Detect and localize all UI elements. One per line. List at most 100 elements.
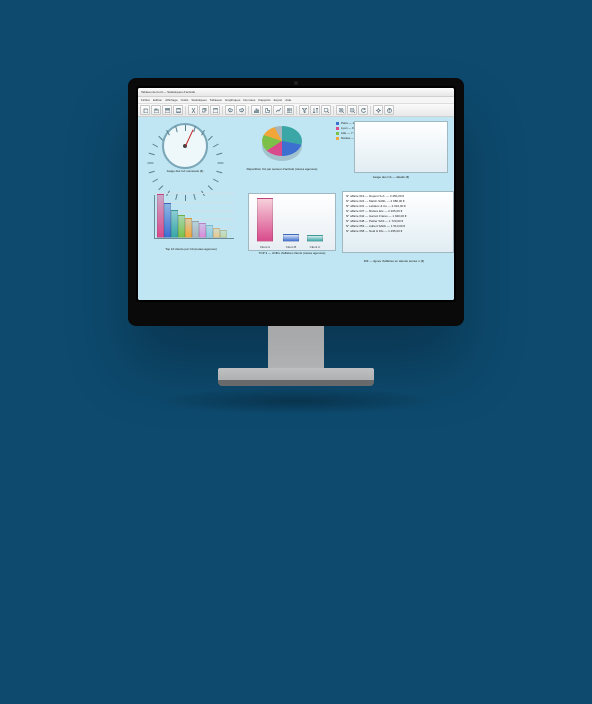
menu-item-outils[interactable]: Outils: [181, 98, 189, 102]
list-caption: RIF — lignes d'affaires en attente année…: [342, 259, 446, 263]
toolbar-separator: [185, 106, 186, 115]
menu-item-export[interactable]: Export: [274, 98, 283, 102]
gauge-tick: [152, 144, 158, 148]
list-frame: N° affaire 019 — Dupont S.A. — 3 450,00 …: [342, 191, 454, 253]
table-icon: [287, 108, 292, 113]
toolbar-separator: [296, 106, 297, 115]
print-button[interactable]: [173, 105, 183, 115]
menu-item-edition[interactable]: Edition: [153, 98, 162, 102]
stage: Tableau de bord — Statistiques d'activit…: [0, 0, 592, 704]
panel-col3: Client AClient BClient C TOP 3 — chiffre…: [246, 191, 338, 263]
col-bar: [307, 235, 323, 242]
bar: [171, 210, 178, 238]
bar-gridline: [155, 193, 234, 194]
menu-item-données[interactable]: Données: [243, 98, 255, 102]
zoom-in-icon: [339, 108, 344, 113]
table-button[interactable]: [284, 105, 294, 115]
menu-item-rapports[interactable]: Rapports: [258, 98, 270, 102]
col-label: Client B: [281, 245, 301, 249]
col-bar: [257, 198, 273, 242]
toolbar-separator: [222, 106, 223, 115]
bar-chart: [146, 193, 236, 247]
col-chart: Client AClient BClient C: [248, 193, 336, 251]
undo-button[interactable]: [225, 105, 235, 115]
chart-line-button[interactable]: [273, 105, 283, 115]
legend-swatch: [336, 127, 339, 130]
sort-button[interactable]: [310, 105, 320, 115]
toolbar-separator: [370, 106, 371, 115]
bar: [192, 221, 199, 238]
panel-list: N° affaire 019 — Dupont S.A. — 3 450,00 …: [342, 191, 446, 263]
filter-button[interactable]: [299, 105, 309, 115]
workspace: Jauge des CA mensuels (€) Répartition CA…: [138, 117, 454, 300]
toolbar[interactable]: [138, 104, 454, 117]
settings-icon: [376, 108, 381, 113]
bar: [199, 223, 206, 238]
list-line: N° affaire 058 — Noël & Fils — 1 295,00 …: [346, 229, 450, 234]
gauge-tick: [208, 185, 213, 190]
menu-item-tableaux[interactable]: Tableaux: [210, 98, 222, 102]
panel-pie: Répartition CA par secteur d'activité (t…: [234, 119, 330, 185]
bar: [178, 215, 185, 238]
chart-pie-button[interactable]: [262, 105, 272, 115]
undo-icon: [228, 108, 233, 113]
menu-item-aide[interactable]: Aide: [285, 98, 291, 102]
save-icon: [165, 108, 170, 113]
copy-button[interactable]: [199, 105, 209, 115]
cut-button[interactable]: [188, 105, 198, 115]
bar-caption: Top 10 clients par CA (toutes agences): [142, 247, 240, 251]
filter-icon: [302, 108, 307, 113]
chart-bar-button[interactable]: [251, 105, 261, 115]
screen: Tableau de bord — Statistiques d'activit…: [138, 88, 454, 300]
chart-bar-icon: [254, 108, 259, 113]
panel-bar: Top 10 clients par CA (toutes agences): [142, 191, 240, 263]
paste-button[interactable]: [210, 105, 220, 115]
help-icon: [387, 108, 392, 113]
help-button[interactable]: [384, 105, 394, 115]
col-bar: [283, 234, 299, 242]
print-icon: [176, 108, 181, 113]
settings-button[interactable]: [373, 105, 383, 115]
monitor-stand-neck: [268, 324, 324, 374]
panel-gauge: Jauge des CA mensuels (€): [144, 121, 226, 185]
gauge-caption: Jauge des CA mensuels (€): [144, 169, 226, 173]
menu-item-graphiques[interactable]: Graphiques: [225, 98, 241, 102]
monitor: Tableau de bord — Statistiques d'activit…: [128, 78, 464, 326]
toolbar-separator: [248, 106, 249, 115]
window-title: Tableau de bord — Statistiques d'activit…: [141, 90, 195, 94]
zoom-out-button[interactable]: [347, 105, 357, 115]
menu-item-fichier[interactable]: Fichier: [141, 98, 150, 102]
gauge-tick: [208, 136, 213, 141]
gauge-tick: [213, 179, 219, 183]
col-label: Client A: [255, 245, 275, 249]
sort-icon: [313, 108, 318, 113]
pie-chart: [254, 123, 310, 165]
refresh-button[interactable]: [358, 105, 368, 115]
menu-item-statistiques[interactable]: Statistiques: [191, 98, 207, 102]
monitor-stand-foot: [218, 380, 374, 386]
zoom-out-icon: [350, 108, 355, 113]
gauge-tick: [213, 144, 219, 148]
search-button[interactable]: [321, 105, 331, 115]
bar-axes: [154, 195, 234, 239]
gauge-tick: [148, 163, 154, 164]
chart-line-icon: [276, 108, 281, 113]
gauge-tick: [149, 153, 155, 156]
menu-bar[interactable]: FichierEditionAffichage OutilsStatistique…: [138, 97, 454, 104]
monitor-shadow: [150, 388, 442, 414]
gauge-tick: [185, 125, 186, 131]
bar: [185, 218, 192, 238]
zoom-in-button[interactable]: [336, 105, 346, 115]
open-button[interactable]: [151, 105, 161, 115]
gauge: [162, 123, 208, 169]
save-button[interactable]: [162, 105, 172, 115]
open-icon: [154, 108, 159, 113]
legend-swatch: [336, 132, 339, 135]
menu-item-affichage[interactable]: Affichage: [165, 98, 177, 102]
window-titlebar[interactable]: Tableau de bord — Statistiques d'activit…: [138, 88, 454, 97]
new-button[interactable]: [140, 105, 150, 115]
chart-pie-icon: [265, 108, 270, 113]
redo-button[interactable]: [236, 105, 246, 115]
legend-swatch: [336, 137, 339, 140]
paste-icon: [213, 108, 218, 113]
